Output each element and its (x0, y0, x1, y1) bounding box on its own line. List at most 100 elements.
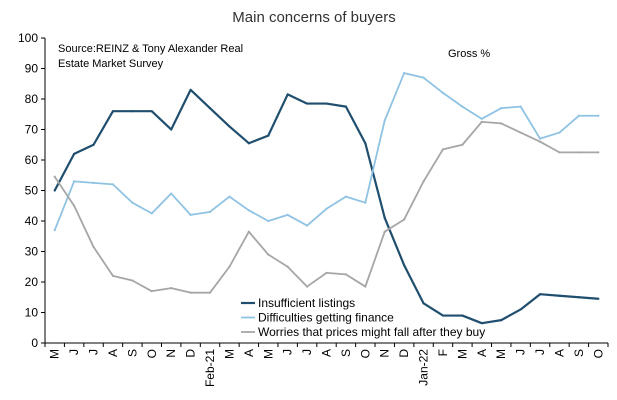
data-point (189, 291, 192, 294)
x-tick-label: F (436, 349, 450, 356)
data-point (286, 265, 289, 268)
y-tick-label: 30 (25, 245, 39, 259)
source-line-1: Source:REINZ & Tony Alexander Real (58, 43, 243, 55)
data-point (519, 105, 522, 108)
data-point (208, 291, 212, 294)
data-point (305, 285, 309, 288)
data-point (403, 218, 406, 221)
data-point (208, 210, 212, 213)
data-point (73, 152, 76, 155)
legend-label: Insufficient listings (258, 296, 355, 310)
data-point (597, 151, 600, 154)
x-tick-label: A (552, 349, 566, 357)
y-tick-label: 60 (25, 153, 39, 167)
x-tick-label: D (184, 349, 198, 358)
series-line (53, 120, 599, 294)
y-tick-label: 10 (25, 306, 39, 320)
x-tick-label: M (261, 349, 275, 359)
series-line (53, 88, 599, 325)
x-tick-label: S (125, 349, 139, 357)
data-point (500, 319, 503, 322)
data-point (131, 201, 134, 204)
data-point (344, 105, 348, 108)
data-point (305, 102, 309, 105)
data-point (577, 296, 580, 299)
x-axis-ticks: M J J A S O N D Feb-21 M A M J J A S O N D Jan-22 F M A M J J A S O (44, 343, 609, 387)
data-point (364, 142, 367, 145)
x-tick-label: O (358, 349, 372, 358)
x-tick-label: M (494, 349, 508, 359)
data-point (131, 110, 134, 113)
data-point (344, 273, 348, 276)
data-point (344, 195, 348, 198)
x-tick-label: N (164, 349, 178, 358)
data-point (383, 230, 386, 233)
x-tick-label: Jan-22 (417, 349, 431, 386)
data-point (286, 213, 289, 216)
x-tick-label: J (281, 349, 295, 355)
data-point (92, 245, 95, 249)
data-point (286, 93, 289, 96)
data-point (208, 107, 212, 110)
data-point (150, 290, 153, 293)
x-tick-label: J (300, 349, 314, 355)
data-point (383, 119, 386, 122)
data-point (267, 253, 270, 256)
x-tick-label: A (242, 349, 256, 357)
data-point (364, 285, 367, 288)
y-tick-label: 40 (25, 214, 39, 228)
data-point (325, 271, 328, 274)
y-tick-label: 0 (31, 336, 38, 350)
chart-title: Main concerns of buyers (232, 9, 395, 26)
data-point (558, 131, 561, 134)
x-tick-label: J (87, 349, 101, 355)
data-point (170, 192, 173, 195)
data-point (170, 287, 173, 290)
data-point (577, 151, 580, 154)
data-point (92, 143, 95, 146)
data-point (247, 209, 250, 212)
data-point (73, 180, 76, 183)
x-tick-label: D (397, 349, 411, 358)
y-tick-label: 20 (25, 275, 39, 289)
data-point (305, 224, 309, 227)
data-point (111, 110, 115, 113)
y-tick-label: 50 (25, 184, 39, 198)
data-point (150, 110, 153, 113)
data-point (228, 195, 231, 198)
data-point (461, 105, 464, 108)
data-point (364, 201, 367, 204)
data-point (403, 264, 406, 267)
data-point (325, 207, 328, 210)
data-point (422, 302, 425, 305)
y-tick-label: 80 (25, 92, 39, 106)
x-tick-label: M (455, 349, 469, 359)
x-tick-label: N (378, 349, 392, 358)
data-point (441, 148, 445, 151)
data-point (228, 125, 231, 128)
data-point (519, 131, 522, 134)
x-tick-label: O (145, 349, 159, 358)
x-tick-label: J (533, 349, 547, 355)
data-point (538, 137, 542, 140)
data-point (558, 151, 561, 154)
x-tick-label: O (591, 349, 605, 358)
data-point (53, 189, 56, 192)
data-point (441, 314, 445, 317)
data-point (383, 216, 386, 220)
y-tick-label: 100 (18, 31, 38, 45)
data-point (53, 229, 56, 232)
data-point (53, 175, 56, 178)
y-axis-ticks: 0 10 20 30 40 50 60 70 80 90 100 (18, 31, 45, 350)
data-point (170, 128, 173, 131)
legend-label: Worries that prices might fall after the… (258, 325, 485, 339)
data-point (500, 122, 503, 125)
data-point (267, 134, 270, 137)
data-point (92, 181, 95, 184)
data-point (480, 117, 483, 120)
x-tick-label: Feb-21 (203, 349, 217, 387)
x-tick-label: S (339, 349, 353, 357)
data-point (461, 143, 464, 146)
